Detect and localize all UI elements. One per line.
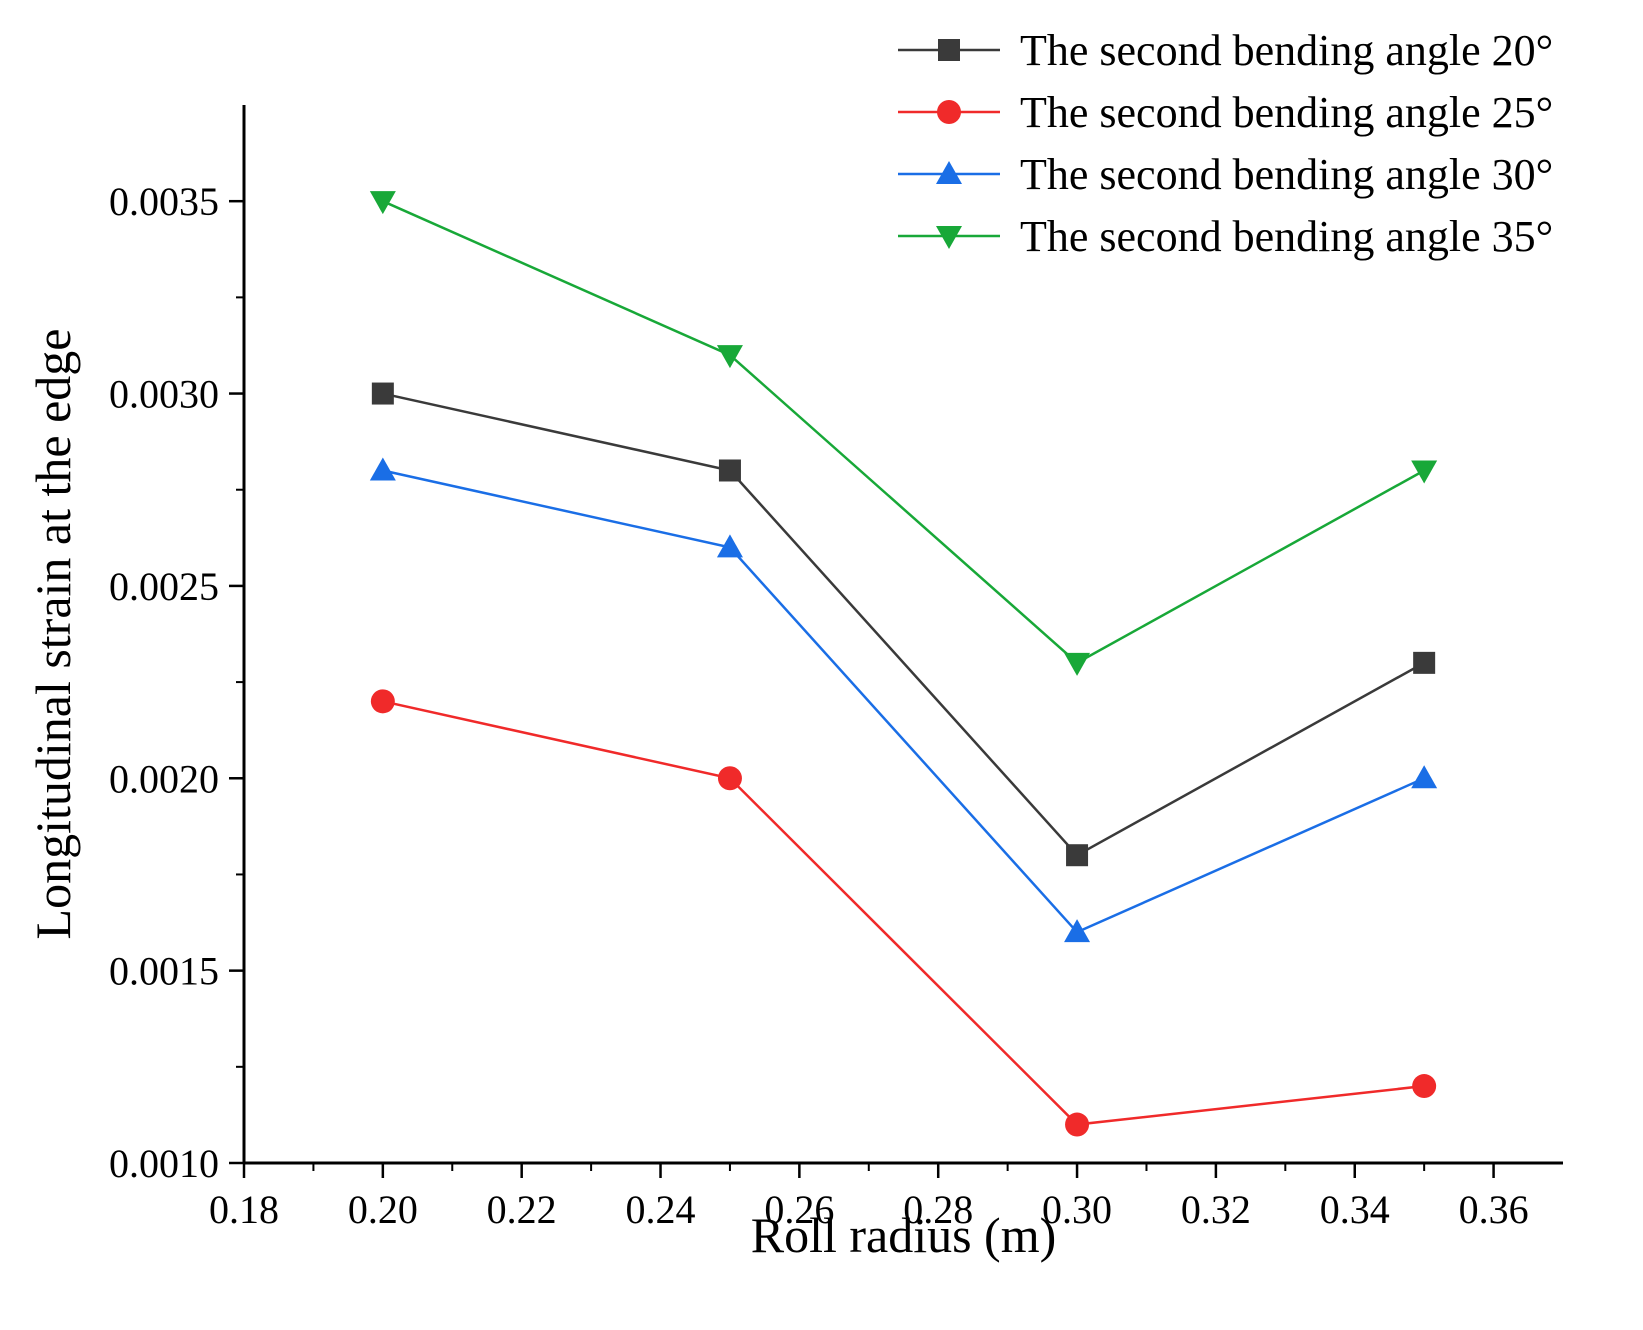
axes: 0.18 0.20 0.22 0.24 0.26 0.28 0.30 0.32 0.34 0.36…	[109, 105, 1563, 1232]
data-point	[1412, 1074, 1437, 1099]
x-tick-label: 0.18	[209, 1187, 279, 1232]
x-tick-label: 0.32	[1181, 1187, 1251, 1232]
data-point	[1411, 765, 1438, 789]
y-tick-label: 0.0035	[109, 179, 219, 224]
data-point	[716, 534, 743, 558]
series-2	[370, 689, 1437, 1137]
data-point	[1065, 1112, 1090, 1137]
data-point	[369, 191, 396, 215]
data-point	[1064, 919, 1091, 943]
series-4	[369, 191, 1438, 676]
legend-marker	[937, 100, 961, 124]
data-point	[369, 457, 396, 481]
data-point	[1411, 460, 1438, 484]
x-tick-label: 0.22	[487, 1187, 557, 1232]
legend-marker	[936, 161, 962, 184]
data-point	[718, 459, 741, 482]
y-tick-label: 0.0020	[109, 756, 219, 801]
x-axis-title: Roll radius (m)	[751, 1207, 1057, 1263]
legend-item-2: The second bending angle 25°	[898, 88, 1553, 137]
series-line	[382, 469, 1425, 934]
y-tick-label: 0.0015	[109, 949, 219, 994]
legend-item-1: The second bending angle 20°	[898, 26, 1553, 75]
legend-item-3: The second bending angle 30°	[898, 150, 1553, 199]
series-line	[382, 200, 1425, 665]
legend-label: The second bending angle 25°	[1020, 88, 1553, 137]
legend-item-4: The second bending angle 35°	[898, 212, 1553, 261]
data-point	[716, 345, 743, 369]
x-tick-label: 0.36	[1459, 1187, 1529, 1232]
legend-marker	[936, 226, 962, 249]
y-axis-title: Longitudinal strain at the edge	[25, 329, 81, 940]
data-point	[1066, 844, 1089, 867]
legend-label: The second bending angle 20°	[1020, 26, 1553, 75]
x-tick-label: 0.24	[626, 1187, 696, 1232]
x-tick-label: 0.30	[1042, 1187, 1112, 1232]
x-tick-label: 0.28	[903, 1187, 973, 1232]
x-tick-label: 0.34	[1320, 1187, 1390, 1232]
y-tick-label: 0.0030	[109, 372, 219, 417]
y-tick-label: 0.0025	[109, 564, 219, 609]
legend: The second bending angle 20° The second b…	[898, 26, 1553, 261]
series-line	[382, 700, 1425, 1126]
data-point	[1064, 652, 1091, 676]
data-point	[370, 689, 395, 714]
series-1	[371, 382, 1436, 867]
data-point	[371, 382, 394, 405]
legend-label: The second bending angle 35°	[1020, 212, 1553, 261]
series-3	[369, 457, 1438, 943]
legend-marker	[938, 39, 960, 61]
data-point	[717, 766, 742, 791]
data-point	[1413, 651, 1436, 674]
x-tick-label: 0.20	[348, 1187, 418, 1232]
series-group	[369, 191, 1438, 1137]
x-tick-label: 0.26	[764, 1187, 834, 1232]
y-tick-label: 0.0010	[109, 1141, 219, 1186]
series-line	[382, 392, 1425, 857]
legend-label: The second bending angle 30°	[1020, 150, 1553, 199]
